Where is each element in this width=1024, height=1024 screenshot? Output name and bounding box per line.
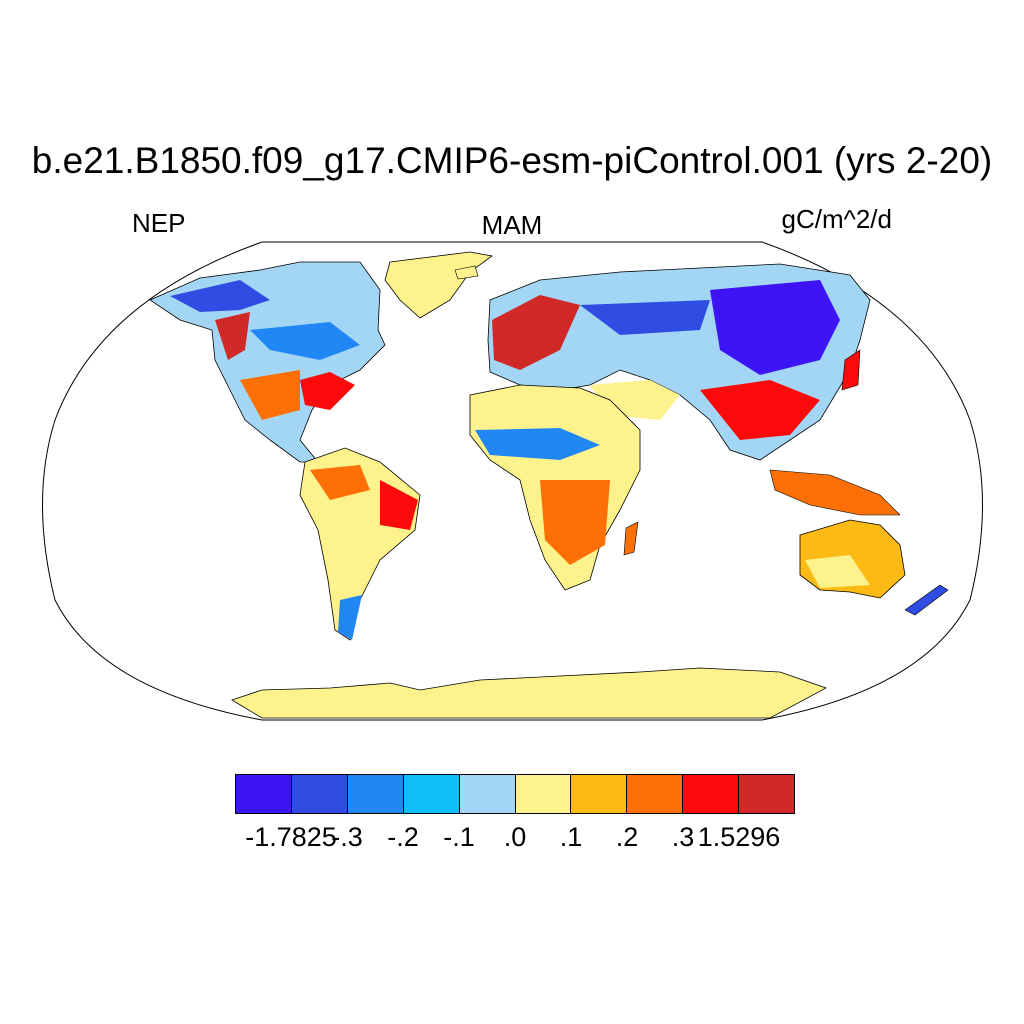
madagascar [623, 521, 639, 556]
colorbar-label: .3 [671, 822, 695, 852]
colorbar-swatch [515, 775, 572, 813]
colorbar-swatch [236, 775, 292, 813]
russia-blue [580, 300, 710, 335]
asia-blue-north [710, 280, 840, 375]
colorbar-swatch [459, 775, 516, 813]
colorbar-label: 1.5296 [697, 822, 781, 852]
africa-red-south [540, 480, 610, 565]
colorbar-swatch [683, 775, 740, 813]
colorbar-swatch [739, 775, 795, 813]
colorbar-label: .2 [615, 822, 639, 852]
land-north-america [149, 261, 386, 463]
na-blue-canada [250, 322, 360, 360]
na-red-east [300, 372, 355, 410]
land-indonesia [769, 469, 901, 516]
colorbar-label: -1.7825 [245, 822, 337, 852]
sa-red-east [380, 480, 418, 530]
season-label: MAM [481, 210, 543, 240]
colorbar-label: .1 [559, 822, 583, 852]
colorbar-label: -.3 [331, 822, 363, 852]
africa-blue-sahel [475, 428, 600, 460]
na-orange-mid [240, 370, 300, 420]
colorbar-label: .0 [503, 822, 527, 852]
variable-label: NEP [132, 208, 186, 238]
land-new-zealand [904, 584, 949, 616]
na-blue-north [170, 280, 270, 312]
australia-yellow [805, 555, 870, 588]
colorbar-swatch [403, 775, 460, 813]
colorbar-swatch [291, 775, 348, 813]
asia-red-south [700, 380, 820, 440]
colorbar-swatch [627, 775, 684, 813]
europe-red [492, 295, 580, 370]
land-antarctica [231, 667, 827, 719]
colorbar-label: -.2 [387, 822, 419, 852]
plot-title: b.e21.B1850.f09_g17.CMIP6-esm-piControl.… [31, 140, 993, 181]
units-label: gC/m^2/d [781, 204, 892, 234]
land-japan [841, 349, 861, 391]
sa-blue-south [338, 595, 362, 640]
colorbar-label: -.1 [443, 822, 475, 852]
colorbar [235, 774, 795, 814]
na-red-west [215, 312, 250, 360]
land-iceland [454, 265, 479, 280]
colorbar-swatch [347, 775, 404, 813]
colorbar-swatch [571, 775, 628, 813]
sa-orange-north [310, 465, 370, 500]
